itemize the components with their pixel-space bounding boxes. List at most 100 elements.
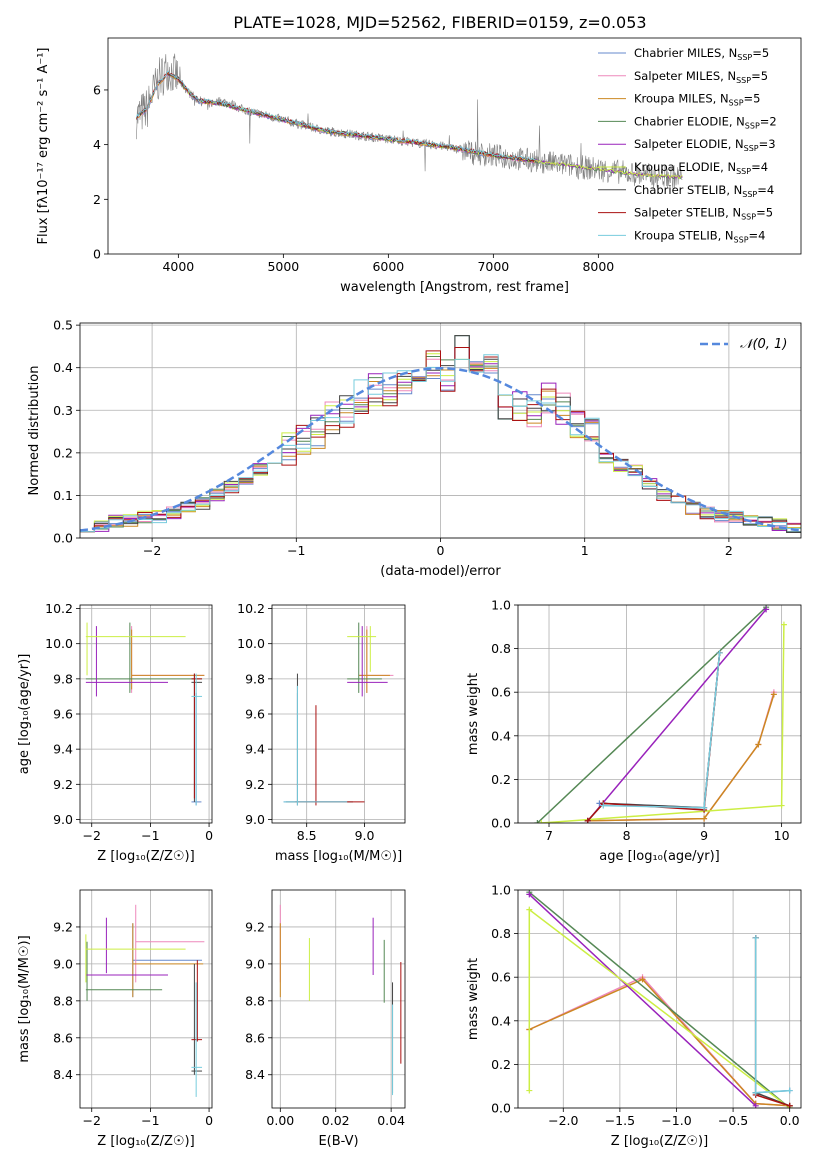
y-tick-label: 0.6	[491, 970, 511, 985]
y-tick-label: 0.0	[53, 531, 73, 546]
figure-title: PLATE=1028, MJD=52562, FIBERID=0159, z=0…	[233, 13, 646, 32]
y-tick-label: 0.2	[53, 445, 73, 460]
mw-series-chabrier-elodie	[526, 890, 793, 1108]
legend-entry: Kroupa MILES, NSSP=5	[634, 92, 760, 108]
plot-mw-vs-Z: −2.0 −1.5 −1.0 −0.5 0.0 0.0 0.2 0.4 0.6 0.8 1.0 Z […	[466, 883, 802, 1149]
x-tick-label: −1.0	[661, 1113, 691, 1128]
mw-series-chabrier-miles	[596, 649, 723, 811]
marker	[780, 621, 787, 628]
marker	[526, 1087, 533, 1094]
mw-series-chabrier-stelib	[584, 649, 723, 823]
x-tick-label: −2	[83, 828, 101, 843]
errorbar-chabrier-stelib	[191, 963, 203, 1075]
marker	[770, 691, 777, 698]
y-tick-label: 8.6	[245, 1030, 265, 1045]
errorbar-kroupa-stelib	[191, 982, 203, 1097]
y-tick-label: 6	[93, 82, 101, 97]
mw-series-kroupa-miles	[584, 691, 777, 823]
y-tick-label: 9.6	[245, 707, 265, 722]
mw-series-salpeter-elodie	[526, 891, 759, 1108]
x-axis-label: (data-model)/error	[380, 564, 501, 579]
x-tick-label: 6000	[372, 259, 404, 274]
plot-area	[85, 904, 205, 1097]
marker	[752, 934, 759, 941]
y-tick-label: 9.2	[53, 919, 73, 934]
y-tick-label: 0.3	[53, 403, 73, 418]
y-tick-label: 10.0	[237, 636, 265, 651]
x-tick-label: 9.0	[355, 828, 375, 843]
plot-spectrum: 4000 5000 6000 7000 8000 0 2 4 6 wavelength [Angs…	[36, 37, 802, 295]
legend: Chabrier MILES, NSSP=5 Salpeter MILES, NS…	[598, 46, 777, 244]
plot-area	[80, 335, 801, 533]
y-tick-label: 2	[93, 192, 101, 207]
x-tick-label: 7	[545, 828, 553, 843]
axes-frame: −2 −1 0 1 2 0.0 0.1 0.2 0.3 0.4 0.5 (data-model)/er…	[27, 318, 802, 579]
errorbar-salpeter-stelib	[191, 673, 203, 799]
plot-age-vs-Z: −2 −1 0 9.0 9.2 9.4 9.6 9.8 10.0 10.2 Z [log₁₀(Z/Z…	[17, 601, 213, 864]
y-tick-label: 9.2	[245, 919, 265, 934]
legend-entry: Kroupa ELODIE, NSSP=4	[634, 160, 768, 176]
legend-entry: Chabrier MILES, NSSP=5	[634, 46, 769, 62]
y-tick-label: 9.0	[245, 812, 265, 827]
x-tick-label: −2	[83, 1113, 101, 1128]
y-tick-label: 4	[93, 137, 101, 152]
y-tick-label: 9.6	[53, 707, 73, 722]
legend-entry: Salpeter MILES, NSSP=5	[634, 69, 768, 85]
errorbar-chabrier-elodie	[347, 622, 382, 693]
x-axis-label: Z [log₁₀(Z/Z☉)]	[97, 849, 194, 864]
y-axis-label: age [log₁₀(age/yr)]	[17, 654, 32, 775]
plot-area	[534, 605, 787, 823]
y-tick-label: 10.0	[45, 636, 73, 651]
x-tick-label: 8.5	[297, 828, 317, 843]
errorbar-salpeter-stelib	[191, 960, 203, 1042]
y-tick-label: 8.4	[53, 1067, 73, 1082]
plot-area	[279, 904, 402, 1096]
x-tick-label: 9	[700, 828, 708, 843]
y-tick-label: 0.8	[491, 926, 511, 941]
axes-frame: −2.0 −1.5 −1.0 −0.5 0.0 0.0 0.2 0.4 0.6 0.8 1.0 Z […	[466, 883, 802, 1149]
y-axis-label: mass weight	[466, 958, 481, 1040]
x-tick-label: 8000	[582, 259, 614, 274]
axes-frame: 8.5 9.0 9.0 9.2 9.4 9.6 9.8 10.0 10.2 mass [log₁₀…	[237, 601, 406, 864]
errorbar-kroupa-stelib	[283, 685, 348, 806]
legend-entry: Salpeter ELODIE, NSSP=3	[634, 137, 776, 153]
x-tick-label: 7000	[477, 259, 509, 274]
series-kroupa-stelib	[135, 70, 536, 161]
legend-entry: 𝒩(0, 1)	[740, 337, 787, 352]
mw-series-chabrier-elodie	[534, 605, 770, 823]
plot-area	[526, 890, 793, 1108]
axes-frame: 7 8 9 10 0.0 0.2 0.4 0.6 0.8 1.0 age [log₁₀(age/yr…	[466, 598, 802, 864]
plot-mass-vs-EBV: 0.00 0.02 0.04 8.4 8.6 8.8 9.0 9.2 E(B-V)	[245, 889, 406, 1149]
y-tick-label: 0.4	[491, 1013, 511, 1028]
y-tick-label: 8.6	[53, 1030, 73, 1045]
marker	[755, 741, 762, 748]
y-tick-label: 0.0	[491, 816, 511, 831]
x-tick-label: −2.0	[548, 1113, 578, 1128]
axes-frame: −2 −1 0 8.4 8.6 8.8 9.0 9.2 Z [log₁₀(Z/Z☉)] mass …	[17, 889, 213, 1149]
x-tick-label: −1.5	[605, 1113, 635, 1128]
y-tick-label: 1.0	[491, 598, 511, 613]
x-tick-label: 0	[205, 828, 213, 843]
x-tick-label: 0	[437, 543, 445, 558]
y-tick-label: 9.4	[53, 742, 73, 757]
marker	[534, 820, 541, 823]
legend-entry: Chabrier ELODIE, NSSP=2	[634, 114, 777, 130]
y-tick-label: 9.8	[245, 671, 265, 686]
marker	[600, 802, 607, 809]
y-tick-label: 0	[93, 247, 101, 262]
y-tick-label: 8.8	[245, 993, 265, 1008]
y-tick-label: 9.2	[245, 777, 265, 792]
errorbar-kroupa-elodie	[347, 626, 377, 672]
mw-series-chabrier-miles	[752, 934, 793, 1096]
y-tick-label: 9.0	[53, 812, 73, 827]
errorbar-chabrier-stelib	[191, 673, 203, 802]
y-tick-label: 0.8	[491, 641, 511, 656]
hist-kroupa-stelib	[80, 354, 801, 533]
axes-frame: −2 −1 0 9.0 9.2 9.4 9.6 9.8 10.0 10.2 Z [log₁₀(Z/Z…	[17, 601, 213, 864]
plot-mw-vs-age: 7 8 9 10 0.0 0.2 0.4 0.6 0.8 1.0 age [log₁₀(age/yr…	[466, 598, 802, 864]
errorbar-kroupa-elodie	[85, 622, 186, 676]
x-axis-label: Z [log₁₀(Z/Z☉)]	[97, 1134, 194, 1149]
legend-entry: Kroupa STELIB, NSSP=4	[634, 228, 765, 244]
y-tick-label: 10.2	[45, 601, 73, 616]
y-axis-label: mass weight	[466, 673, 481, 755]
